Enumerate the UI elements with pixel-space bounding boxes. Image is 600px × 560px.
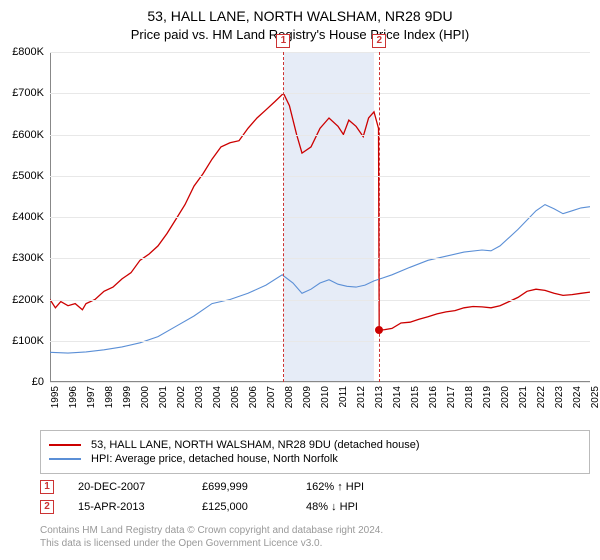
legend-label-1: 53, HALL LANE, NORTH WALSHAM, NR28 9DU (… [91, 439, 420, 451]
y-tick-label: £0 [32, 376, 44, 388]
x-tick-label: 2025 [590, 386, 600, 408]
y-tick-label: £100K [12, 335, 44, 347]
x-tick-label: 2014 [392, 386, 403, 408]
legend-item-1: 53, HALL LANE, NORTH WALSHAM, NR28 9DU (… [49, 439, 581, 451]
legend-item-2: HPI: Average price, detached house, Nort… [49, 453, 581, 465]
legend-label-2: HPI: Average price, detached house, Nort… [91, 453, 338, 465]
sale-date-1: 20-DEC-2007 [78, 481, 178, 493]
x-tick-label: 2020 [500, 386, 511, 408]
footer-line-2: This data is licensed under the Open Gov… [40, 537, 590, 550]
sale-row-2: 2 15-APR-2013 £125,000 48% ↓ HPI [40, 500, 590, 514]
marker-line [283, 52, 284, 382]
sale-price-1: £699,999 [202, 481, 282, 493]
x-tick-label: 2018 [464, 386, 475, 408]
x-tick-label: 1997 [86, 386, 97, 408]
x-tick-label: 2011 [338, 386, 349, 408]
x-tick-label: 2016 [428, 386, 439, 408]
sale-row-1: 1 20-DEC-2007 £699,999 162% ↑ HPI [40, 480, 590, 494]
x-tick-label: 2013 [374, 386, 385, 408]
x-tick-label: 2004 [212, 386, 223, 408]
legend-swatch-1 [49, 444, 81, 446]
gridline [50, 258, 590, 259]
x-tick-label: 1998 [104, 386, 115, 408]
sale-marker-2: 2 [40, 500, 54, 514]
gridline [50, 217, 590, 218]
x-tick-label: 2024 [572, 386, 583, 408]
series-line [50, 205, 590, 354]
y-tick-label: £400K [12, 211, 44, 223]
sale-pct-1: 162% ↑ HPI [306, 481, 364, 493]
y-tick-label: £200K [12, 294, 44, 306]
marker-box: 1 [276, 34, 290, 48]
x-tick-label: 2017 [446, 386, 457, 408]
footer-line-1: Contains HM Land Registry data © Crown c… [40, 524, 590, 537]
x-tick-label: 2022 [536, 386, 547, 408]
x-tick-label: 2003 [194, 386, 205, 408]
gridline [50, 300, 590, 301]
x-tick-label: 1996 [68, 386, 79, 408]
x-tick-label: 2000 [140, 386, 151, 408]
gridline [50, 52, 590, 53]
x-tick-label: 2012 [356, 386, 367, 408]
sale-pct-2: 48% ↓ HPI [306, 501, 358, 513]
x-tick-label: 2021 [518, 386, 529, 408]
x-tick-label: 2007 [266, 386, 277, 408]
x-tick-label: 2006 [248, 386, 259, 408]
gridline [50, 135, 590, 136]
sale-date-2: 15-APR-2013 [78, 501, 178, 513]
gridline [50, 341, 590, 342]
x-tick-label: 2005 [230, 386, 241, 408]
legend: 53, HALL LANE, NORTH WALSHAM, NR28 9DU (… [40, 430, 590, 474]
legend-swatch-2 [49, 458, 81, 460]
y-tick-label: £300K [12, 252, 44, 264]
x-tick-label: 2023 [554, 386, 565, 408]
series-line [50, 93, 590, 330]
x-tick-label: 1995 [50, 386, 61, 408]
y-tick-label: £500K [12, 170, 44, 182]
x-tick-label: 2001 [158, 386, 169, 408]
chart-subtitle: Price paid vs. HM Land Registry's House … [0, 24, 600, 42]
x-axis-labels: 1995 1996 1997 1998 1999 2000 2001 2002 2003 2004… [50, 382, 590, 422]
sale-price-2: £125,000 [202, 501, 282, 513]
gridline [50, 176, 590, 177]
x-tick-label: 1999 [122, 386, 133, 408]
footer-text: Contains HM Land Registry data © Crown c… [40, 524, 590, 550]
gridline [50, 93, 590, 94]
x-tick-label: 2010 [320, 386, 331, 408]
x-tick-label: 2015 [410, 386, 421, 408]
y-tick-label: £600K [12, 129, 44, 141]
x-tick-label: 2002 [176, 386, 187, 408]
chart-title: 53, HALL LANE, NORTH WALSHAM, NR28 9DU [0, 0, 600, 24]
y-tick-label: £800K [12, 46, 44, 58]
x-tick-label: 2008 [284, 386, 295, 408]
chart-area: £0£100K£200K£300K£400K£500K£600K£700K£80… [50, 52, 590, 382]
y-tick-label: £700K [12, 87, 44, 99]
marker-box: 2 [372, 34, 386, 48]
x-tick-label: 2019 [482, 386, 493, 408]
x-tick-label: 2009 [302, 386, 313, 408]
sale-point-dot [375, 326, 383, 334]
sale-marker-1: 1 [40, 480, 54, 494]
